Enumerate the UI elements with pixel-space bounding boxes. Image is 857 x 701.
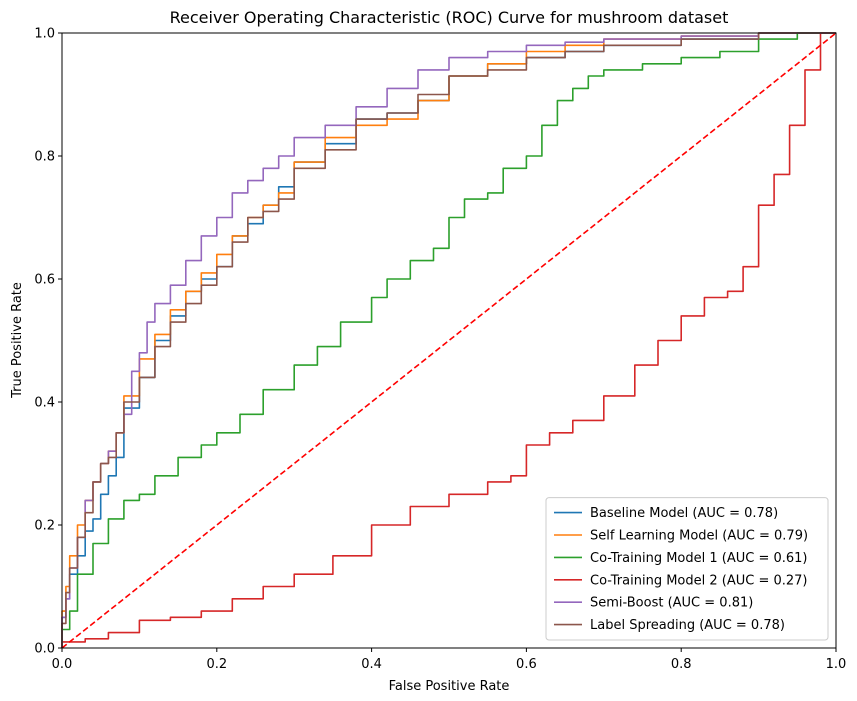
y-tick-label: 0.8 bbox=[34, 150, 55, 165]
plot-frame bbox=[61, 32, 837, 649]
x-tick-label: 0.6 bbox=[516, 657, 537, 672]
x-axis-label: False Positive Rate bbox=[389, 679, 510, 694]
legend-label: Baseline Model (AUC = 0.78) bbox=[590, 506, 778, 521]
y-axis-label: True Positive Rate bbox=[10, 282, 25, 399]
legend-label: Semi-Boost (AUC = 0.81) bbox=[590, 596, 753, 611]
x-axis: 0.0 0.2 0.4 0.6 0.8 1.0 bbox=[52, 648, 847, 672]
x-tick-label: 0.2 bbox=[206, 657, 227, 672]
legend-label: Co-Training Model 1 (AUC = 0.61) bbox=[590, 551, 808, 566]
y-tick-label: 0.2 bbox=[34, 519, 55, 534]
y-tick-label: 0.6 bbox=[34, 273, 55, 288]
y-tick-label: 1.0 bbox=[34, 27, 55, 42]
series-layer bbox=[61, 32, 837, 649]
legend-label: Label Spreading (AUC = 0.78) bbox=[590, 618, 785, 633]
series-line-3 bbox=[61, 32, 836, 648]
chance-diagonal-line bbox=[61, 32, 837, 649]
legend: Baseline Model (AUC = 0.78) Self Learning… bbox=[545, 497, 829, 641]
y-axis: 0.0 0.2 0.4 0.6 0.8 1.0 bbox=[34, 27, 62, 657]
x-tick-label: 0.8 bbox=[671, 657, 692, 672]
x-tick-label: 1.0 bbox=[826, 657, 847, 672]
x-tick-label: 0.0 bbox=[52, 657, 73, 672]
series-line-2 bbox=[61, 32, 836, 648]
legend-box bbox=[545, 497, 829, 641]
legend-label: Co-Training Model 2 (AUC = 0.27) bbox=[590, 573, 808, 588]
series-line-5 bbox=[61, 32, 836, 648]
legend-label: Self Learning Model (AUC = 0.79) bbox=[590, 529, 808, 544]
y-tick-label: 0.0 bbox=[34, 642, 55, 657]
y-tick-label: 0.4 bbox=[34, 396, 55, 411]
chart-title: Receiver Operating Characteristic (ROC) … bbox=[170, 8, 729, 27]
x-tick-label: 0.4 bbox=[361, 657, 382, 672]
